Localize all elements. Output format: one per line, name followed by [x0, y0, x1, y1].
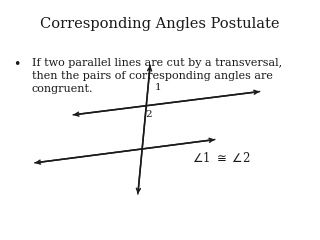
Text: Corresponding Angles Postulate: Corresponding Angles Postulate — [40, 17, 280, 31]
Text: If two parallel lines are cut by a transversal,
then the pairs of corresponding : If two parallel lines are cut by a trans… — [32, 58, 282, 94]
Text: •: • — [13, 58, 20, 71]
Text: 2: 2 — [146, 110, 152, 119]
Text: 1: 1 — [155, 84, 162, 92]
Text: $\angle$1 $\cong$ $\angle$2: $\angle$1 $\cong$ $\angle$2 — [192, 151, 251, 165]
